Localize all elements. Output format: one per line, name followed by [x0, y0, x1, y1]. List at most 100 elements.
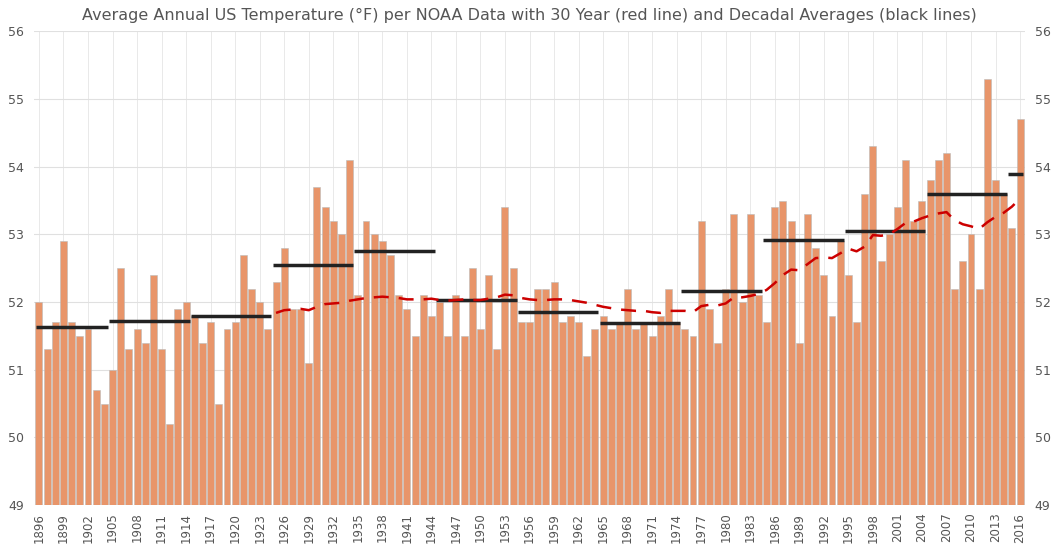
Bar	[584, 356, 590, 505]
Bar	[681, 329, 688, 505]
Bar	[1008, 228, 1016, 505]
Bar	[731, 214, 737, 505]
Bar	[248, 289, 255, 505]
Bar	[1000, 194, 1007, 505]
Bar	[166, 424, 174, 505]
Bar	[975, 289, 983, 505]
Bar	[984, 79, 991, 505]
Bar	[265, 329, 271, 505]
Bar	[338, 234, 345, 505]
Bar	[861, 194, 868, 505]
Bar	[526, 322, 533, 505]
Bar	[894, 207, 901, 505]
Bar	[959, 262, 966, 505]
Bar	[885, 234, 893, 505]
Bar	[706, 309, 713, 505]
Title: Average Annual US Temperature (°F) per NOAA Data with 30 Year (red line) and Dec: Average Annual US Temperature (°F) per N…	[83, 8, 976, 23]
Bar	[812, 248, 819, 505]
Bar	[305, 363, 312, 505]
Bar	[298, 309, 304, 505]
Bar	[182, 302, 190, 505]
Bar	[158, 349, 165, 505]
Bar	[43, 349, 51, 505]
Bar	[68, 322, 75, 505]
Bar	[714, 343, 721, 505]
Bar	[951, 289, 958, 505]
Bar	[125, 349, 132, 505]
Bar	[469, 268, 475, 505]
Bar	[395, 295, 402, 505]
Bar	[665, 289, 672, 505]
Bar	[477, 329, 484, 505]
Bar	[412, 336, 418, 505]
Bar	[854, 322, 860, 505]
Bar	[387, 255, 394, 505]
Bar	[502, 207, 508, 505]
Bar	[567, 316, 574, 505]
Bar	[175, 309, 181, 505]
Bar	[927, 180, 934, 505]
Bar	[133, 329, 141, 505]
Bar	[575, 322, 582, 505]
Bar	[911, 221, 917, 505]
Bar	[624, 289, 631, 505]
Bar	[902, 160, 909, 505]
Bar	[289, 309, 295, 505]
Bar	[722, 289, 730, 505]
Bar	[76, 336, 84, 505]
Bar	[223, 329, 231, 505]
Bar	[346, 160, 353, 505]
Bar	[52, 322, 59, 505]
Bar	[559, 322, 566, 505]
Bar	[641, 322, 647, 505]
Bar	[649, 336, 656, 505]
Bar	[240, 255, 247, 505]
Bar	[191, 316, 198, 505]
Bar	[608, 329, 614, 505]
Bar	[764, 322, 770, 505]
Bar	[403, 309, 410, 505]
Bar	[828, 316, 836, 505]
Bar	[142, 343, 148, 505]
Bar	[281, 248, 288, 505]
Bar	[60, 241, 67, 505]
Bar	[379, 241, 385, 505]
Bar	[355, 295, 361, 505]
Bar	[485, 275, 492, 505]
Bar	[329, 221, 337, 505]
Bar	[616, 322, 623, 505]
Bar	[804, 214, 811, 505]
Bar	[452, 295, 460, 505]
Bar	[779, 201, 787, 505]
Bar	[935, 160, 941, 505]
Bar	[436, 302, 443, 505]
Bar	[322, 207, 328, 505]
Bar	[821, 275, 827, 505]
Bar	[551, 282, 557, 505]
Bar	[493, 349, 500, 505]
Bar	[313, 187, 321, 505]
Bar	[591, 329, 598, 505]
Bar	[518, 322, 525, 505]
Bar	[674, 322, 680, 505]
Bar	[689, 336, 697, 505]
Bar	[362, 221, 370, 505]
Bar	[755, 295, 761, 505]
Bar	[199, 343, 205, 505]
Bar	[101, 403, 108, 505]
Bar	[747, 214, 754, 505]
Bar	[428, 316, 435, 505]
Bar	[150, 275, 157, 505]
Bar	[968, 234, 974, 505]
Bar	[1017, 120, 1023, 505]
Bar	[657, 316, 664, 505]
Bar	[542, 289, 550, 505]
Bar	[419, 295, 427, 505]
Bar	[534, 289, 541, 505]
Bar	[85, 329, 91, 505]
Bar	[992, 180, 999, 505]
Bar	[371, 234, 378, 505]
Bar	[795, 343, 803, 505]
Bar	[109, 370, 116, 505]
Bar	[738, 302, 746, 505]
